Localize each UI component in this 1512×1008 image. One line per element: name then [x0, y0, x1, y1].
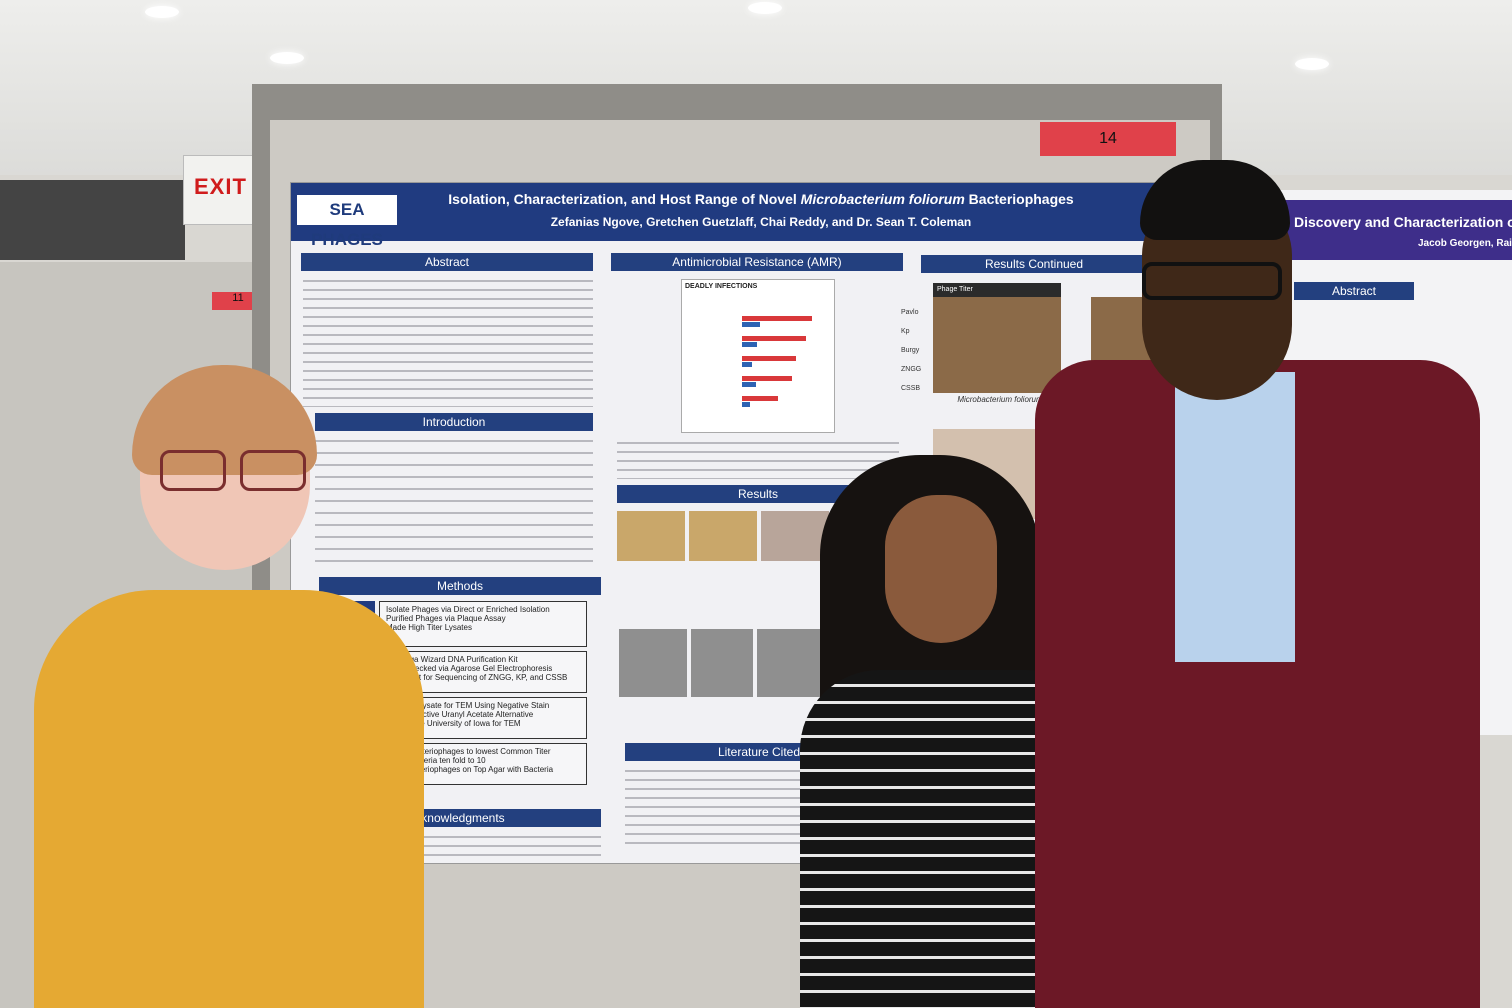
abstract-text-block [303, 277, 593, 407]
phage-row-labels: Pavlo Kp Burgy ZNGG CSSB [901, 309, 922, 392]
figure1-caption [617, 439, 899, 479]
deadly-infections-chart: DEADLY INFECTIONS [681, 279, 835, 433]
methods-heading: Methods [319, 577, 601, 595]
poster-title: Isolation, Characterization, and Host Ra… [448, 191, 1074, 207]
abstract-heading: Abstract [301, 253, 593, 271]
plate-caption: Microbacterium foliorum [957, 395, 1043, 404]
chart-title: DEADLY INFECTIONS [685, 283, 758, 290]
person-right-shirt [1175, 372, 1295, 662]
ceiling-light [145, 6, 179, 18]
plaque-image-c [761, 511, 829, 561]
person-left-sweater [34, 590, 424, 1008]
person-right-hair [1140, 160, 1290, 240]
glasses-icon [1142, 262, 1282, 300]
glasses-icon [240, 450, 306, 491]
board-number-tag: 14 [1040, 122, 1176, 156]
amr-heading: Antimicrobial Resistance (AMR) [611, 253, 903, 271]
poster-authors: Zefanias Ngove, Gretchen Guetzlaff, Chai… [550, 215, 972, 229]
introduction-heading: Introduction [315, 413, 593, 431]
left-tag: 11 [212, 292, 264, 310]
poster-header: SEA PHAGES Isolation, Characterization, … [291, 183, 1155, 249]
tem-image-c [757, 629, 825, 697]
neighbor-poster-title: Discovery and Characterization of [1294, 214, 1512, 230]
ceiling-light [270, 52, 304, 64]
exit-sign: EXIT [183, 155, 261, 225]
doorway [0, 180, 185, 260]
glasses-icon [160, 450, 226, 491]
person-middle-face [885, 495, 997, 643]
phage-titer-plate-a [933, 297, 1061, 393]
ceiling-light [748, 2, 782, 14]
neighbor-abstract-heading: Abstract [1294, 282, 1414, 300]
ceiling-light [1295, 58, 1329, 70]
plaque-image-b [689, 511, 757, 561]
results-continued-heading: Results Continued [921, 255, 1147, 273]
sea-phages-logo: SEA PHAGES [297, 195, 397, 249]
results-heading: Results [617, 485, 899, 503]
tem-image-b [691, 629, 753, 697]
neighbor-poster-header: Discovery and Characterization of Jacob … [1278, 200, 1512, 260]
methods-box-1: Isolate Phages via Direct or Enriched Is… [379, 601, 587, 647]
introduction-text-block [315, 437, 593, 565]
tem-image-a [619, 629, 687, 697]
plaque-image-a [617, 511, 685, 561]
phage-titer-label: Phage Titer [933, 283, 1061, 297]
neighbor-poster-authors: Jacob Georgen, Rainy [1418, 238, 1512, 249]
